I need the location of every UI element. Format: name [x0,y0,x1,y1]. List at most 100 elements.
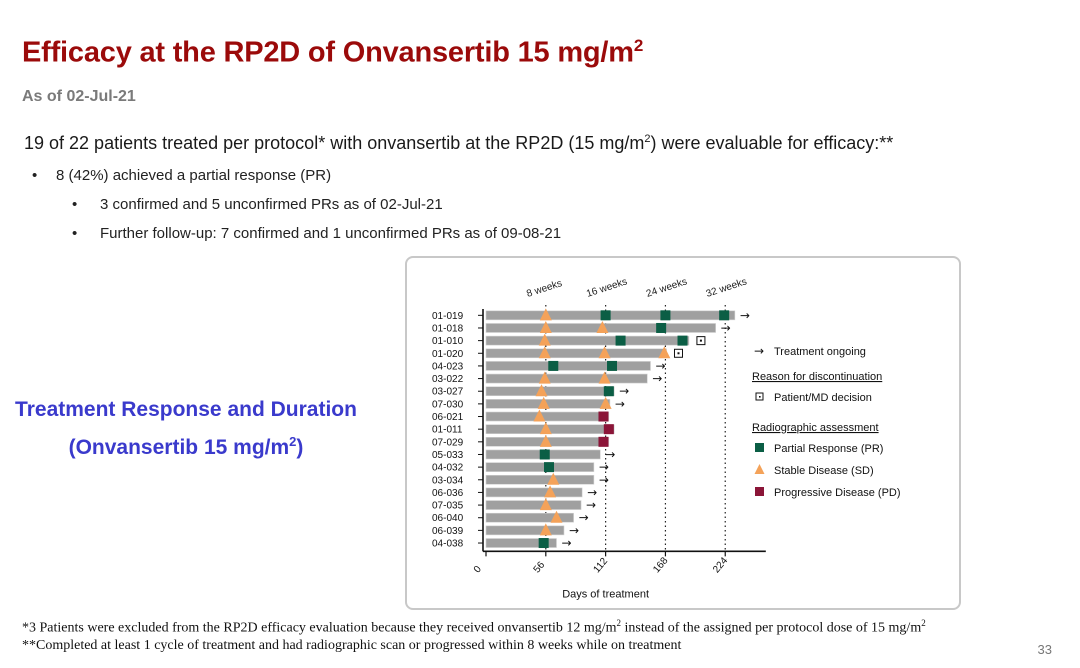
ongoing-arrow-icon: → [599,460,609,474]
legend-pr-label: Partial Response (PR) [774,443,883,455]
stable-disease-marker [658,346,671,359]
treatment-bar [485,487,583,498]
x-tick-label: 168 [651,555,670,575]
legend-ongoing-label: Treatment ongoing [774,346,866,358]
legend-patient-decision-label: Patient/MD decision [774,392,872,404]
stable-disease-marker [599,396,612,409]
legend-pr-icon [755,443,764,452]
patient-decision-icon [673,348,683,358]
ongoing-arrow-icon: → [655,359,665,373]
x-tick-label: 0 [472,564,484,576]
ongoing-arrow-icon: → [615,397,625,411]
treatment-bar [485,538,557,548]
ongoing-arrow-icon: → [740,308,750,322]
patient-id-label: 07-035 [432,501,464,512]
intro-pre: 19 of 22 patients treated per protocol* … [24,133,645,153]
treatment-bar [485,348,667,359]
treatment-bar [485,525,565,536]
patient-id-label: 06-040 [432,513,464,524]
treatment-bar [485,462,595,472]
progressive-disease-marker [603,424,614,435]
stable-disease-marker [598,371,611,384]
ongoing-arrow-icon: → [579,511,589,525]
partial-response-marker [538,538,549,549]
progressive-disease-marker [598,436,609,447]
patient-id-label: 06-039 [432,526,464,537]
stable-disease-marker [539,422,552,435]
footnote-1-sup2: 2 [921,618,926,628]
bullet-icon: • [72,196,78,213]
patient-decision-icon [696,336,706,346]
partial-response-marker [600,310,611,321]
legend-assessment-header: Radiographic assessment [752,422,879,434]
intro-post: ) were evaluable for efficacy:** [650,133,894,153]
partial-response-marker [656,322,667,333]
stable-disease-marker [539,523,552,536]
stable-disease-marker [535,384,548,397]
reference-line-label: 16 weeks [585,276,629,300]
partial-response-marker [603,386,614,397]
progressive-disease-marker [598,411,609,422]
stable-disease-marker [544,485,557,498]
legend-discontinuation-header: Reason for discontinuation [752,371,882,383]
swimmer-chart-panel: 8 weeks 16 weeks 24 weeks 32 weeks 01-019 → 01… [405,256,961,610]
patient-id-label: 07-029 [432,437,464,448]
patient-id-label: 04-023 [432,361,464,372]
patient-id-label: 01-011 [432,425,463,436]
ongoing-arrow-icon: → [721,321,731,335]
stable-disease-marker [538,346,551,359]
treatment-bar [485,386,615,397]
bullet-item: • 8 (42%) achieved a partial response (PR… [32,167,331,184]
reference-line-label: 32 weeks [705,276,749,300]
slide-title-text: Efficacy at the RP2D of Onvansertib 15 m… [22,36,634,69]
stable-disease-marker [539,498,552,511]
treatment-bar [485,361,651,371]
intro-text: 19 of 22 patients treated per protocol* … [24,133,893,154]
bullet-text: 3 confirmed and 5 unconfirmed PRs as of … [100,196,443,213]
bullet-item: • 3 confirmed and 5 unconfirmed PRs as of… [72,196,443,213]
x-axis-label: Days of treatment [562,588,649,600]
patient-id-label: 01-020 [432,349,464,360]
patient-id-label: 03-022 [432,374,464,385]
treatment-bar [485,373,648,384]
partial-response-marker [607,360,618,371]
legend-pd-label: Progressive Disease (PD) [774,487,901,499]
ongoing-arrow-icon: → [619,384,629,398]
slide-title-superscript: 2 [633,36,644,55]
reference-line-label: 8 weeks [525,278,563,300]
treatment-bar [485,474,595,485]
patient-id-label: 01-019 [432,311,464,322]
x-tick-label: 56 [532,559,548,575]
stable-disease-marker [538,371,551,384]
partial-response-marker [539,449,550,460]
ongoing-arrow-icon: → [586,498,596,512]
partial-response-marker [548,360,559,371]
patient-decision-icon-dot [677,352,680,355]
footnote-1: *3 Patients were excluded from the RP2D … [22,618,926,637]
patient-id-label: 04-032 [432,463,464,474]
patient-id-label: 05-033 [432,450,464,461]
patient-id-label: 07-030 [432,399,464,410]
patient-id-label: 01-018 [432,323,464,334]
partial-response-marker [615,335,626,346]
chart-side-title: Treatment Response and Duration (Onvanse… [0,394,382,464]
stable-disease-marker [537,396,550,409]
legend-patient-decision-icon [755,392,764,401]
bullet-icon: • [72,225,78,242]
ongoing-arrow-icon: → [599,473,609,487]
patient-id-label: 03-027 [432,387,464,398]
x-tick-label: 224 [711,555,730,575]
stable-disease-marker [539,434,552,447]
slide-title: Efficacy at the RP2D of Onvansertib 15 m… [22,36,643,70]
ongoing-arrow-icon: → [587,485,597,499]
partial-response-marker [719,310,730,321]
treatment-bar [485,512,574,523]
footnote-1-pre: *3 Patients were excluded from the RP2D … [22,620,617,636]
legend-pd-icon [755,487,764,496]
legend-sd-label: Stable Disease (SD) [774,465,874,477]
legend-arrow-icon: → [754,344,764,358]
treatment-bar [485,411,610,422]
bullet-text: 8 (42%) achieved a partial response (PR) [56,167,332,184]
patient-id-label: 03-034 [432,475,464,486]
ongoing-arrow-icon: → [569,523,579,537]
